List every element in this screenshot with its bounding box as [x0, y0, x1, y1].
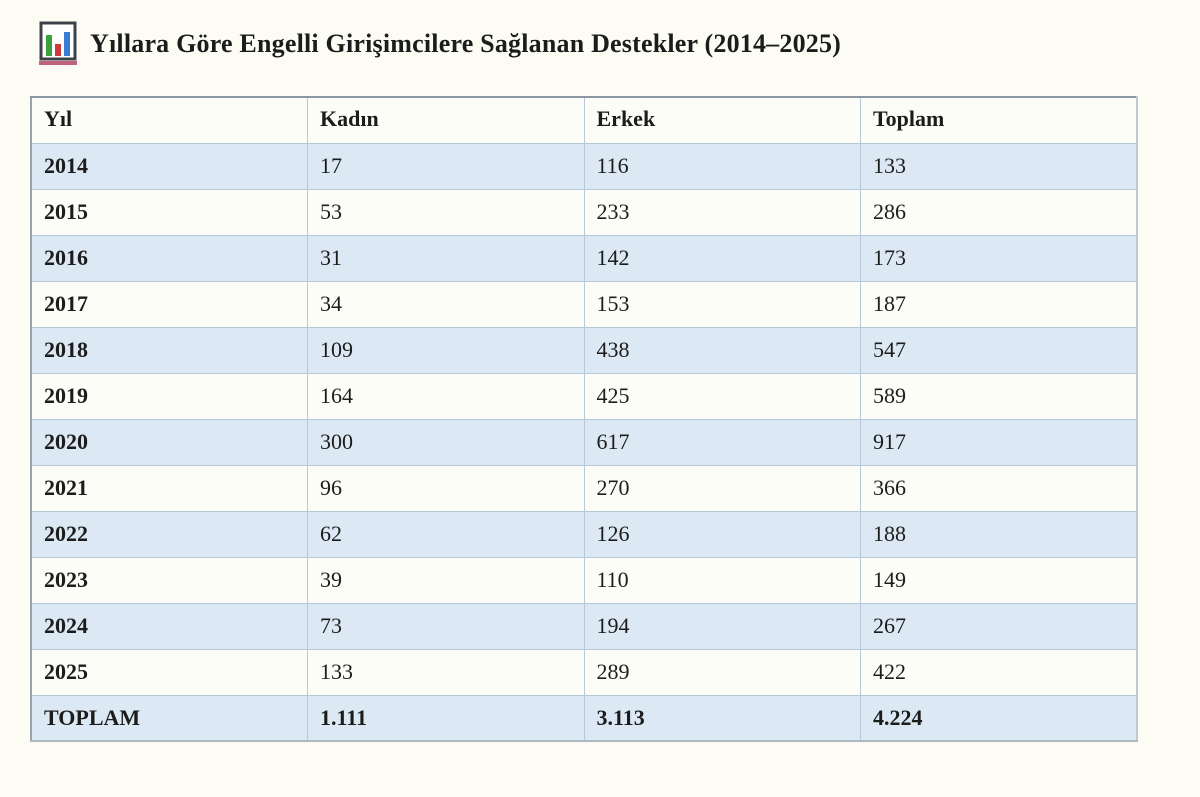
year-cell: 2020 [30, 418, 308, 466]
value-cell-kadin: 96 [307, 464, 585, 512]
year-cell: 2017 [30, 280, 308, 328]
value-cell-kadin: 39 [307, 556, 585, 604]
document-title-row: Yıllara Göre Engelli Girişimcilere Sağla… [30, 20, 1170, 68]
bar-chart-icon [38, 21, 78, 67]
value-cell-kadin: 109 [307, 326, 585, 374]
document-page: Yıllara Göre Engelli Girişimcilere Sağla… [30, 20, 1170, 742]
value-cell-toplam: 133 [860, 142, 1138, 190]
year-cell: 2025 [30, 648, 308, 696]
table-row: 2025 133 289 422 [30, 648, 1138, 696]
value-cell-kadin: 31 [307, 234, 585, 282]
table-row: 2015 53 233 286 [30, 188, 1138, 236]
value-cell-toplam: 173 [860, 234, 1138, 282]
value-cell-toplam: 589 [860, 372, 1138, 420]
year-cell: 2024 [30, 602, 308, 650]
table-body: 2014 17 116 133 2015 53 233 286 2016 31 142 173 2017… [30, 142, 1138, 742]
table-row: 2019 164 425 589 [30, 372, 1138, 420]
value-cell-erkek: 233 [583, 188, 861, 236]
table-row: 2020 300 617 917 [30, 418, 1138, 466]
value-cell-toplam: 187 [860, 280, 1138, 328]
value-cell-toplam: 917 [860, 418, 1138, 466]
column-header-yil: Yıl [30, 96, 308, 144]
value-cell-erkek: 438 [583, 326, 861, 374]
column-header-kadin: Kadın [307, 96, 585, 144]
table-row: 2018 109 438 547 [30, 326, 1138, 374]
value-cell-erkek: 126 [583, 510, 861, 558]
column-header-toplam: Toplam [860, 96, 1138, 144]
value-cell-kadin: 73 [307, 602, 585, 650]
value-cell-erkek: 142 [583, 234, 861, 282]
value-cell-erkek: 110 [583, 556, 861, 604]
value-cell-erkek: 194 [583, 602, 861, 650]
column-header-erkek: Erkek [583, 96, 861, 144]
value-cell-toplam: 188 [860, 510, 1138, 558]
value-cell-erkek: 289 [583, 648, 861, 696]
table-header-row: Yıl Kadın Erkek Toplam [30, 96, 1138, 144]
table-row: 2021 96 270 366 [30, 464, 1138, 512]
value-cell-toplam: 286 [860, 188, 1138, 236]
table-total-row: TOPLAM 1.111 3.113 4.224 [30, 694, 1138, 742]
year-cell: 2016 [30, 234, 308, 282]
table-row: 2014 17 116 133 [30, 142, 1138, 190]
value-cell-kadin: 53 [307, 188, 585, 236]
table-row: 2022 62 126 188 [30, 510, 1138, 558]
value-cell-erkek: 617 [583, 418, 861, 466]
value-cell-erkek: 116 [583, 142, 861, 190]
value-cell-kadin: 1.111 [307, 694, 585, 742]
year-cell: 2018 [30, 326, 308, 374]
value-cell-erkek: 425 [583, 372, 861, 420]
value-cell-erkek: 3.113 [583, 694, 861, 742]
value-cell-toplam: 149 [860, 556, 1138, 604]
year-cell: 2015 [30, 188, 308, 236]
year-cell: 2019 [30, 372, 308, 420]
value-cell-kadin: 133 [307, 648, 585, 696]
value-cell-toplam: 547 [860, 326, 1138, 374]
value-cell-toplam: 267 [860, 602, 1138, 650]
year-cell: 2022 [30, 510, 308, 558]
year-cell: 2021 [30, 464, 308, 512]
page-title: Yıllara Göre Engelli Girişimcilere Sağla… [90, 29, 842, 58]
value-cell-kadin: 34 [307, 280, 585, 328]
value-cell-kadin: 300 [307, 418, 585, 466]
value-cell-toplam: 422 [860, 648, 1138, 696]
year-cell: TOPLAM [30, 694, 308, 742]
supports-by-year-table: Yıl Kadın Erkek Toplam 2014 17 116 133 2015 5… [30, 96, 1138, 742]
value-cell-toplam: 4.224 [860, 694, 1138, 742]
value-cell-kadin: 17 [307, 142, 585, 190]
value-cell-kadin: 164 [307, 372, 585, 420]
value-cell-toplam: 366 [860, 464, 1138, 512]
table-row: 2023 39 110 149 [30, 556, 1138, 604]
value-cell-kadin: 62 [307, 510, 585, 558]
table-row: 2024 73 194 267 [30, 602, 1138, 650]
year-cell: 2014 [30, 142, 308, 190]
table-row: 2016 31 142 173 [30, 234, 1138, 282]
year-cell: 2023 [30, 556, 308, 604]
table-row: 2017 34 153 187 [30, 280, 1138, 328]
value-cell-erkek: 153 [583, 280, 861, 328]
value-cell-erkek: 270 [583, 464, 861, 512]
